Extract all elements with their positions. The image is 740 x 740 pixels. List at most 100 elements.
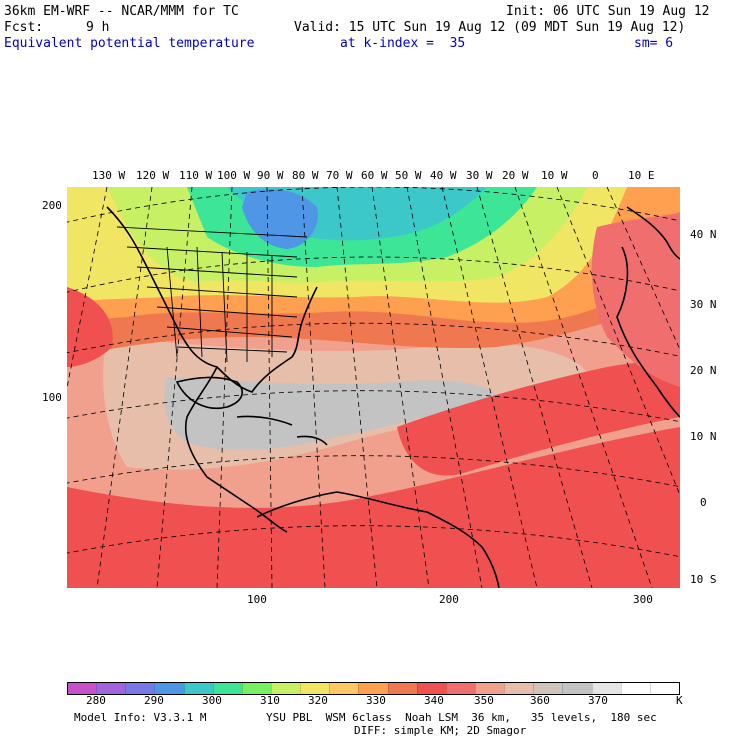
colorbar-swatch [154, 683, 184, 694]
lon-label: 30 W [466, 169, 493, 182]
atlantic-warm-streak [397, 357, 680, 476]
lon-label: 70 W [326, 169, 353, 182]
colorbar-swatch [270, 683, 301, 694]
lat-label: 20 N [690, 364, 717, 377]
lon-label: 20 W [502, 169, 529, 182]
colorbar-swatch [562, 683, 592, 694]
lon-label: 0 [592, 169, 599, 182]
gulf-caribbean-region [164, 377, 498, 451]
colorbar-label: 360 [530, 694, 550, 707]
smoothing-value: sm= 6 [634, 36, 674, 51]
colorbar-swatch [533, 683, 563, 694]
meridian-line [96, 187, 153, 588]
lon-label: 80 W [292, 169, 319, 182]
north-america-coast [106, 206, 318, 393]
colorbar-swatch [125, 683, 155, 694]
physics-options: YSU PBL WSM 6class Noah LSM 36 km, 35 le… [266, 711, 657, 724]
colorbar-swatch [241, 683, 271, 694]
colorbar-swatch [416, 683, 446, 694]
caribbean-islands [236, 415, 328, 446]
lon-label: 40 W [430, 169, 457, 182]
political-boundaries [116, 226, 308, 363]
forecast-label: Fcst: [4, 20, 44, 35]
lon-label: 60 W [361, 169, 388, 182]
init-time: Init: 06 UTC Sun 19 Aug 12 [506, 4, 710, 19]
lon-label: 120 W [136, 169, 170, 182]
grid-x-label: 300 [633, 593, 653, 606]
colorbar-swatch [183, 683, 213, 694]
colorbar-swatch [649, 683, 679, 694]
west-warm-patch [67, 287, 113, 367]
lon-label: 50 W [395, 169, 422, 182]
colorbar-swatch [212, 683, 242, 694]
colorbar-label: 300 [202, 694, 222, 707]
meridian-line [301, 187, 326, 588]
meridian-line [371, 187, 430, 588]
model-title: 36km EM-WRF -- NCAR/MMM for TC [4, 4, 239, 19]
colorbar-label: 310 [260, 694, 280, 707]
gulf-of-mexico-coast [175, 376, 243, 409]
grid-x-label: 200 [439, 593, 459, 606]
lat-label: 10 S [690, 573, 717, 586]
forecast-hour: 9 h [86, 20, 110, 35]
parallel-line [67, 525, 680, 558]
parallel-line [67, 455, 680, 488]
europe-coast [626, 206, 680, 260]
colorbar-swatch [504, 683, 534, 694]
colorbar-label: 320 [308, 694, 328, 707]
parallel-line [67, 322, 680, 357]
colorbar [67, 682, 680, 695]
colorbar-swatch [68, 683, 97, 694]
meridian-line [606, 187, 680, 351]
colorbar-swatch [96, 683, 126, 694]
graticule [67, 187, 680, 588]
meridian-line [156, 187, 193, 588]
lon-label: 10 W [541, 169, 568, 182]
meridian-line [441, 187, 538, 588]
africa-coast [616, 246, 680, 418]
lon-label: 110 W [179, 169, 213, 182]
state-boundary [126, 246, 298, 353]
colorbar-swatch [300, 683, 330, 694]
colorbar-label: 370 [588, 694, 608, 707]
colorbar-swatch [358, 683, 388, 694]
meridian-line [406, 187, 483, 588]
colorbar-label: 340 [424, 694, 444, 707]
colorbar-swatch [474, 683, 505, 694]
meridian-line [216, 187, 233, 588]
colorbar-label: 280 [86, 694, 106, 707]
colorbar-label: 350 [474, 694, 494, 707]
africa-warm-region [591, 212, 680, 387]
theta-e-map [67, 187, 680, 588]
meridian-line [336, 187, 378, 588]
colorbar-swatch [445, 683, 475, 694]
colorbar-unit: K [676, 694, 683, 707]
field-name: Equivalent potential temperature [4, 36, 255, 51]
grid-y-label: 100 [42, 391, 62, 404]
colorbar-swatch [620, 683, 650, 694]
diffusion-options: DIFF: simple KM; 2D Smagor [354, 724, 527, 737]
grid-y-label: 200 [42, 199, 62, 212]
parallel-line [67, 256, 680, 293]
lat-label: 40 N [690, 228, 717, 241]
state-boundary [166, 246, 273, 363]
colorbar-swatch [591, 683, 621, 694]
meridian-line [476, 187, 593, 588]
lat-label: 30 N [690, 298, 717, 311]
lon-label: 130 W [92, 169, 126, 182]
south-america-coast [256, 491, 500, 588]
lat-label: 10 N [690, 430, 717, 443]
coastlines [106, 206, 680, 588]
band-300 [242, 189, 318, 249]
valid-time: Valid: 15 UTC Sun 19 Aug 12 (09 MDT Sun … [294, 20, 686, 35]
parallel-line [67, 187, 680, 223]
colorbar-label: 290 [144, 694, 164, 707]
warm-region-south [67, 427, 680, 588]
grid-x-label: 100 [247, 593, 267, 606]
model-info: Model Info: V3.3.1 M [74, 711, 207, 724]
lon-label: 100 W [217, 169, 251, 182]
level-index: at k-index = 35 [340, 36, 466, 51]
colorbar-label: 330 [366, 694, 386, 707]
lon-label: 90 W [257, 169, 284, 182]
lat-label: 0 [700, 496, 707, 509]
